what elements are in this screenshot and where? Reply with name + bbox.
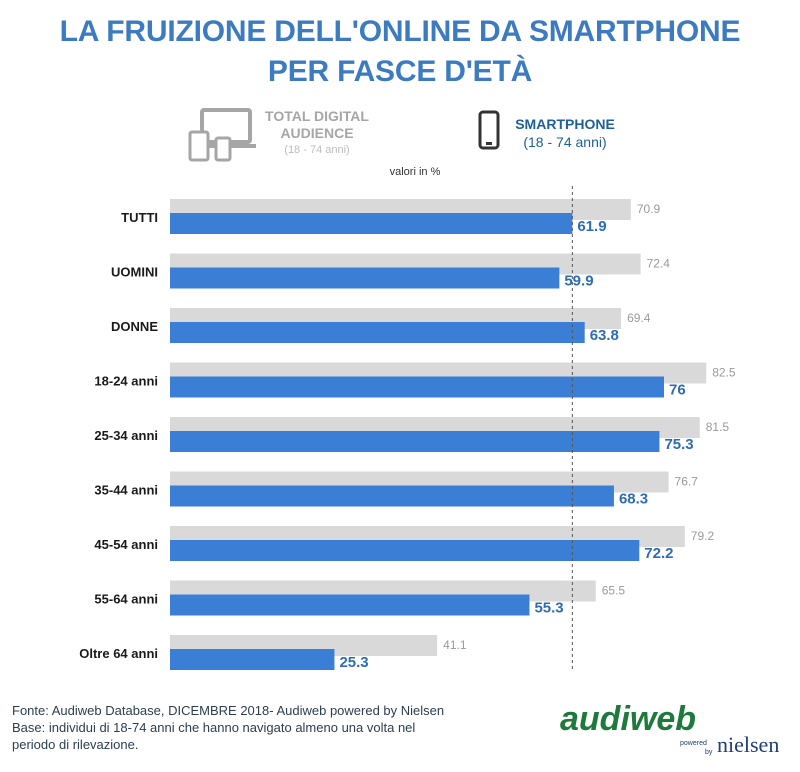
value-label-total-3: 82.5 (712, 366, 736, 380)
bar-smartphone-2 (170, 322, 585, 343)
logo-audiweb-text: audiweb (560, 700, 696, 738)
units-label: valori in % (389, 166, 441, 178)
legend-total-subtitle: (18 - 74 anni) (284, 144, 350, 156)
footer-source: Fonte: Audiweb Database, DICEMBRE 2018- … (12, 703, 445, 718)
logo-nielsen-text: nielsen (717, 732, 779, 757)
value-label-total-5: 76.7 (675, 475, 699, 489)
devices-icon (188, 108, 256, 162)
value-label-smartphone-0: 61.9 (577, 218, 606, 235)
page-title-line2: PER FASCE D'ETÀ (267, 55, 533, 88)
category-label-8: Oltre 64 anni (79, 646, 158, 661)
bar-smartphone-6 (170, 540, 640, 561)
bar-smartphone-7 (170, 594, 530, 616)
page-title-line1: LA FRUIZIONE DELL'ONLINE DA SMARTPHONE (59, 15, 741, 48)
footer-base-line2: periodo di rilevazione. (12, 737, 139, 752)
value-label-smartphone-6: 72.2 (644, 545, 673, 562)
value-label-smartphone-8: 25.3 (339, 654, 368, 671)
audiweb-nielsen-logo: audiweb powered by nielsen (560, 700, 779, 757)
value-label-total-1: 72.4 (647, 257, 671, 271)
bar-smartphone-5 (170, 485, 614, 507)
bar-chart: TUTTI 70.9 61.9 UOMINI 72.4 59.9 DONNE 69.4 63.8… (79, 186, 736, 672)
value-label-total-4: 81.5 (706, 420, 730, 434)
category-label-0: TUTTI (121, 210, 158, 225)
value-label-smartphone-7: 55.3 (534, 600, 563, 617)
category-label-5: 35-44 anni (94, 483, 158, 498)
value-label-smartphone-3: 76 (669, 382, 686, 399)
legend-smartphone-title: SMARTPHONE (515, 116, 615, 132)
value-label-total-2: 69.4 (627, 311, 651, 325)
logo-by-text: by (705, 749, 713, 756)
bar-smartphone-8 (170, 649, 335, 670)
value-label-total-6: 79.2 (691, 529, 715, 543)
value-label-smartphone-4: 75.3 (664, 436, 693, 453)
category-label-1: UOMINI (111, 265, 158, 280)
value-label-smartphone-5: 68.3 (619, 491, 648, 508)
footer-base-line1: Base: individui di 18-74 anni che hanno … (12, 720, 416, 735)
bar-smartphone-3 (170, 376, 664, 398)
category-label-7: 55-64 anni (94, 592, 158, 607)
category-label-4: 25-34 anni (94, 428, 158, 443)
smartphone-icon (478, 110, 500, 150)
value-label-smartphone-2: 63.8 (590, 327, 619, 344)
category-label-3: 18-24 anni (94, 374, 158, 389)
category-label-2: DONNE (111, 319, 158, 334)
value-label-smartphone-1: 59.9 (564, 273, 593, 290)
value-label-total-0: 70.9 (637, 202, 661, 216)
bar-smartphone-0 (170, 213, 573, 234)
legend-smartphone-subtitle: (18 - 74 anni) (523, 134, 607, 150)
bar-smartphone-1 (170, 267, 560, 289)
bar-smartphone-4 (170, 431, 660, 452)
value-label-total-7: 65.5 (602, 584, 626, 598)
logo-powered-text: powered (680, 740, 707, 747)
category-label-6: 45-54 anni (94, 537, 158, 552)
legend-total-title: TOTAL DIGITAL AUDIENCE (265, 108, 369, 141)
value-label-total-8: 41.1 (443, 638, 467, 652)
